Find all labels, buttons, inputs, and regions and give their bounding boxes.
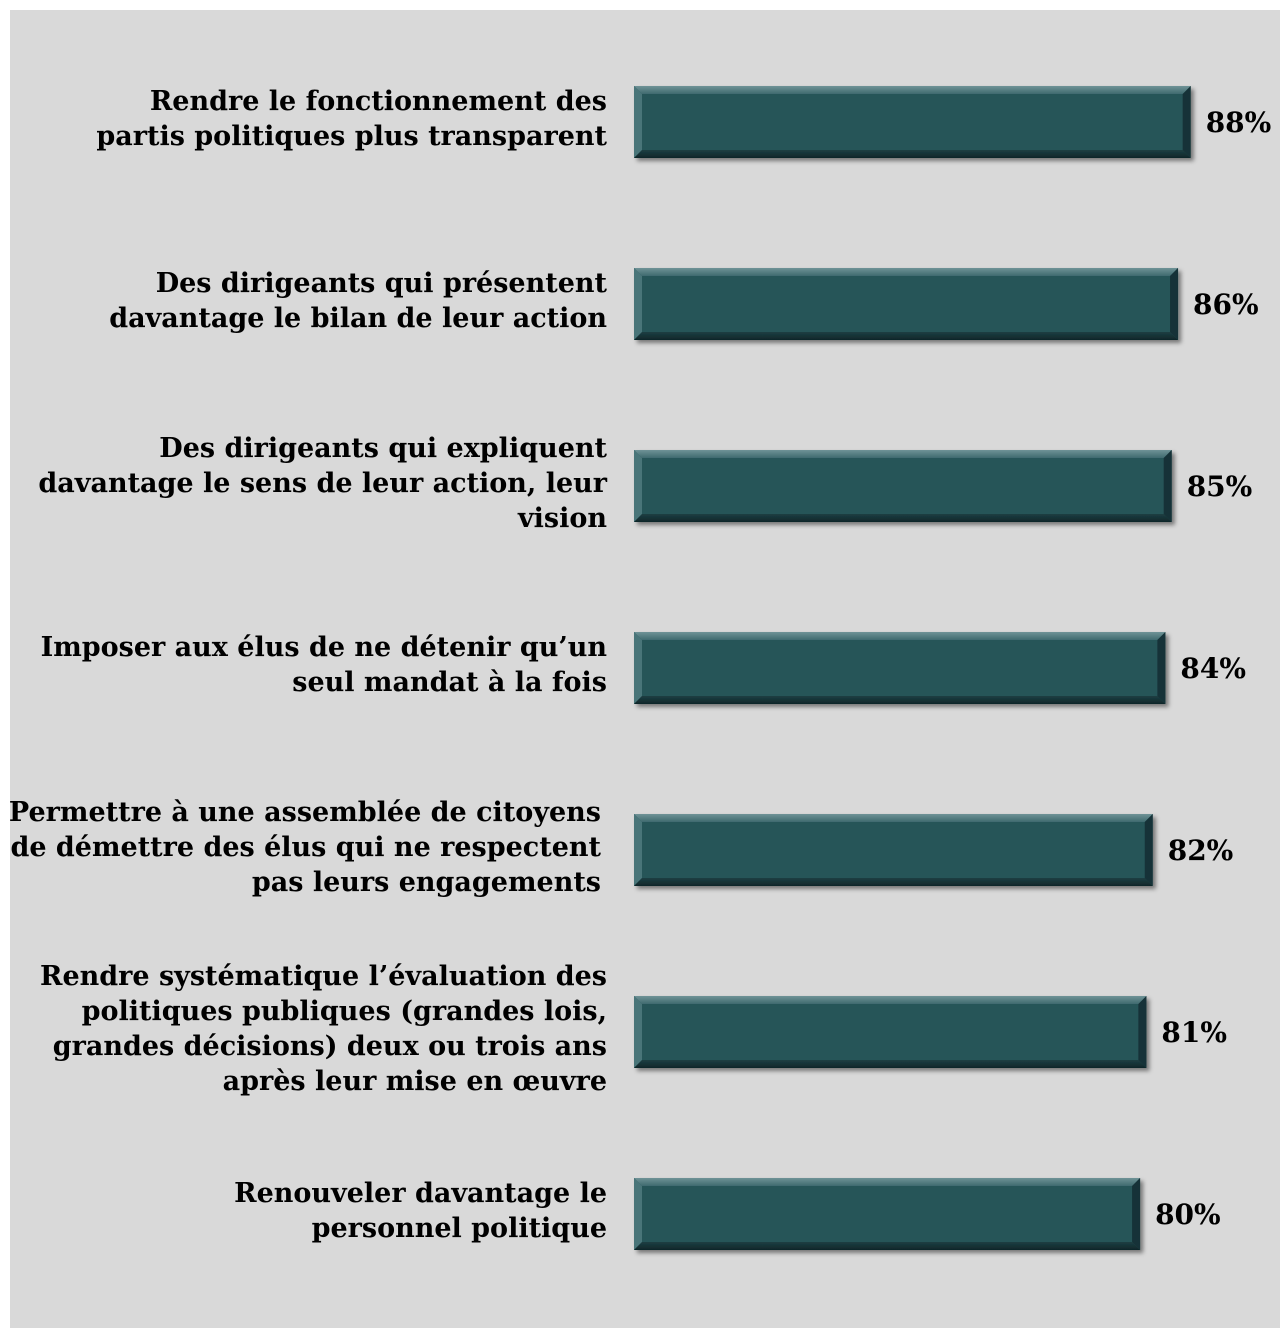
value-label: 81% [1161, 1015, 1227, 1049]
value-label: 86% [1193, 287, 1259, 321]
bar [634, 814, 1153, 886]
category-label: Des dirigeants qui expliquent davantage … [38, 432, 607, 534]
value-label: 88% [1205, 105, 1272, 139]
bar [634, 996, 1147, 1068]
bar [634, 86, 1191, 158]
bar [634, 1178, 1141, 1250]
value-label: 84% [1180, 651, 1246, 685]
category-label: Renouveler davantage le personnel politi… [234, 1178, 607, 1244]
category-label: Des dirigeants qui présentent davantage … [109, 268, 607, 334]
category-label: Rendre le fonctionnement des partis poli… [96, 86, 607, 152]
value-label: 85% [1186, 469, 1253, 503]
bar [634, 268, 1179, 340]
value-label: 80% [1155, 1197, 1221, 1231]
category-label: Permettre à une assemblée de citoyens de… [8, 796, 601, 898]
category-label: Rendre systématique l’évaluation des pol… [40, 961, 607, 1097]
bar [634, 450, 1172, 522]
category-label: Imposer aux élus de ne détenir qu’un seu… [40, 632, 607, 698]
value-label: 82% [1167, 833, 1234, 867]
bar [634, 632, 1166, 704]
